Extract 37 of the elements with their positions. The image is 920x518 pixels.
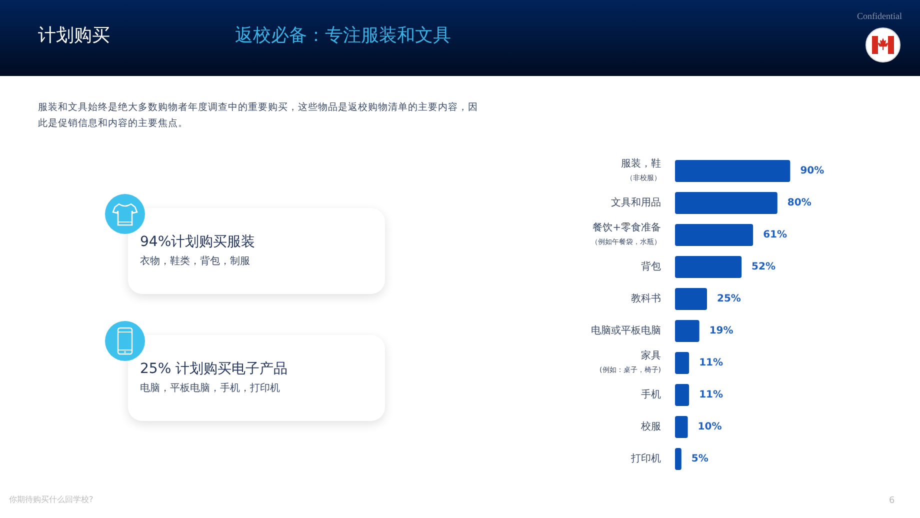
text: Confidential	[857, 11, 902, 21]
y-tick-label: 电脑或平板电脑	[591, 324, 661, 336]
text: 返校必备：专注服装和文具	[235, 24, 451, 47]
bar	[675, 288, 707, 310]
text: 94%计划购买服装	[140, 233, 256, 251]
text: 衣物，鞋类，背包，制服	[140, 254, 250, 268]
bar	[675, 448, 682, 470]
data-label: 90%	[800, 166, 824, 176]
text: 计划购买	[38, 24, 110, 47]
data-label: 61%	[763, 230, 788, 240]
data-label: 52%	[752, 262, 776, 272]
bar	[675, 192, 778, 214]
data-label: 11%	[699, 358, 724, 368]
y-tick-label: 背包	[641, 260, 661, 272]
y-tick-label: 教科书	[631, 292, 661, 304]
y-tick-label: 打印机	[630, 452, 661, 464]
y-tick-label: 文具和用品	[611, 196, 661, 208]
bar	[675, 416, 688, 438]
bar	[675, 224, 754, 246]
data-label: 19%	[709, 326, 734, 336]
text: 6	[889, 496, 895, 506]
data-label: 25%	[717, 294, 741, 304]
bar	[675, 256, 742, 278]
text: 25% 计划购买电子产品	[140, 360, 288, 378]
data-label: 11%	[699, 390, 724, 400]
bar	[675, 352, 690, 374]
text: 电脑，平板电脑，手机，打印机	[140, 382, 280, 395]
y-tick-label: 校服	[640, 420, 661, 432]
data-label: 80%	[787, 198, 812, 208]
text: 服装和文具始终是绝大多数购物者年度调查中的重要购买，这些物品是返校购物清单的主要内容，因此是促销信息和内容的主要焦点。	[38, 101, 478, 131]
bar	[675, 384, 690, 406]
bar	[675, 160, 790, 182]
data-label: 10%	[698, 422, 722, 432]
data-label: 5%	[691, 454, 708, 464]
text: 你期待购买什么回学校?	[9, 494, 94, 505]
y-tick-label: 手机	[641, 388, 661, 400]
bar	[675, 320, 700, 342]
